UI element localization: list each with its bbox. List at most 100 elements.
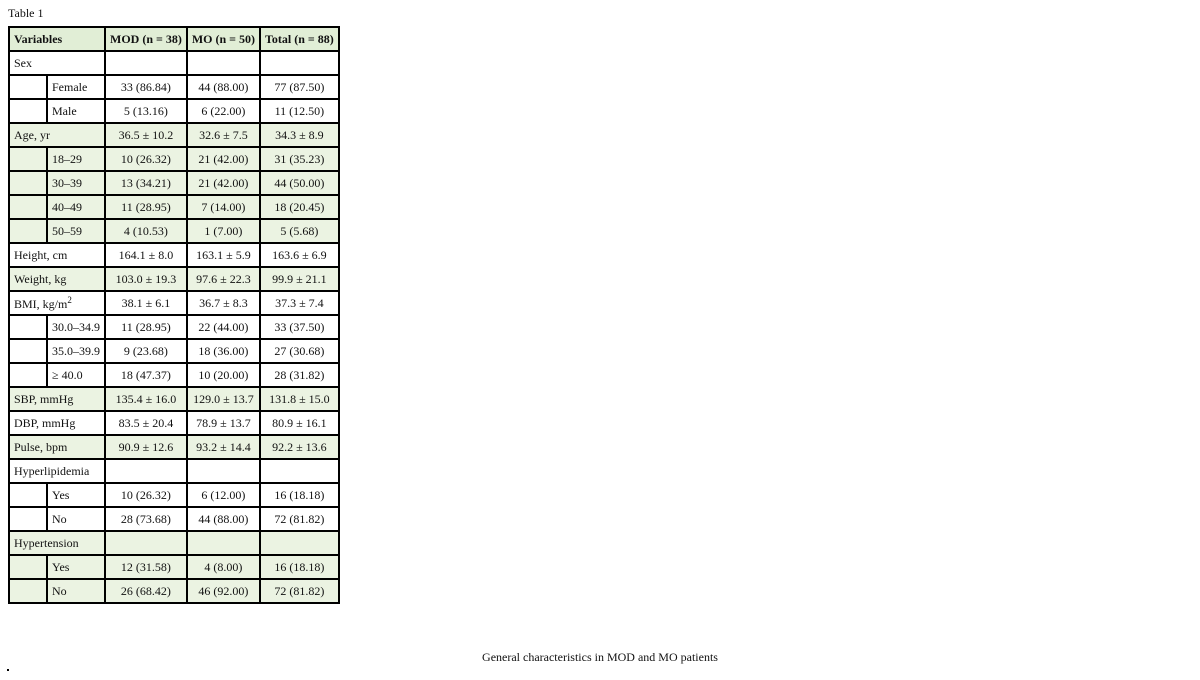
indent-cell [8, 218, 48, 244]
cell-mod: 26 (68.42) [104, 578, 188, 604]
table-row: Hyperlipidemia [8, 458, 340, 484]
cell-total: 33 (37.50) [259, 314, 340, 340]
cell-mod [104, 50, 188, 76]
row-label-text: BMI, kg/m [14, 296, 68, 311]
indent-cell [8, 362, 48, 388]
table-row: Yes 12 (31.58) 4 (8.00) 16 (18.18) [8, 554, 340, 580]
row-label-text: SBP, mmHg [14, 391, 74, 406]
row-label-text: Female [52, 79, 88, 94]
header-variables: Variables [8, 26, 106, 52]
table-row: SBP, mmHg 135.4 ± 16.0 129.0 ± 13.7 131.8 ±… [8, 386, 340, 412]
cell-mod [104, 530, 188, 556]
row-label: 35.0–39.9 [46, 338, 106, 364]
cell-mod: 33 (86.84) [104, 74, 188, 100]
table-row: 50–59 4 (10.53) 1 (7.00) 5 (5.68) [8, 218, 340, 244]
table-row: Yes 10 (26.32) 6 (12.00) 16 (18.18) [8, 482, 340, 508]
indent-cell [8, 482, 48, 508]
cell-total: 72 (81.82) [259, 578, 340, 604]
cell-mod: 5 (13.16) [104, 98, 188, 124]
cell-total: 163.6 ± 6.9 [259, 242, 340, 268]
table-body: Sex Female 33 (86.84) 44 (88.00) 77 (87.50) M… [8, 50, 340, 604]
cell-mod: 10 (26.32) [104, 482, 188, 508]
table-row: ≥ 40.0 18 (47.37) 10 (20.00) 28 (31.82) [8, 362, 340, 388]
row-label: No [46, 506, 106, 532]
row-label: 30–39 [46, 170, 106, 196]
indent-cell [8, 554, 48, 580]
row-label: No [46, 578, 106, 604]
table-row: Female 33 (86.84) 44 (88.00) 77 (87.50) [8, 74, 340, 100]
row-label-text: No [52, 583, 67, 598]
table-row: Age, yr 36.5 ± 10.2 32.6 ± 7.5 34.3 ± 8.9 [8, 122, 340, 148]
characteristics-table: Variables MOD (n = 38) MO (n = 50) Total… [8, 26, 340, 604]
row-label-text: Male [52, 103, 77, 118]
cell-mo: 22 (44.00) [185, 314, 262, 340]
row-label-text: 30–39 [52, 175, 82, 190]
cell-mod: 38.1 ± 6.1 [104, 290, 188, 316]
cell-total: 18 (20.45) [259, 194, 340, 220]
indent-cell [8, 194, 48, 220]
cell-mo: 163.1 ± 5.9 [185, 242, 262, 268]
header-mod: MOD (n = 38) [104, 26, 188, 52]
table-row: 35.0–39.9 9 (23.68) 18 (36.00) 27 (30.68) [8, 338, 340, 364]
cell-mod: 10 (26.32) [104, 146, 188, 172]
cell-mo: 1 (7.00) [185, 218, 262, 244]
row-label: Height, cm [8, 242, 106, 268]
cell-mo: 44 (88.00) [185, 506, 262, 532]
row-label-text: 40–49 [52, 199, 82, 214]
indent-cell [8, 146, 48, 172]
cell-mod: 11 (28.95) [104, 194, 188, 220]
indent-cell [8, 578, 48, 604]
row-label-text: Sex [14, 55, 32, 70]
row-label-text: Hypertension [14, 535, 79, 550]
table-row: DBP, mmHg 83.5 ± 20.4 78.9 ± 13.7 80.9 ± 16… [8, 410, 340, 436]
row-label: Male [46, 98, 106, 124]
cell-mod: 28 (73.68) [104, 506, 188, 532]
row-label: 30.0–34.9 [46, 314, 106, 340]
header-mo: MO (n = 50) [185, 26, 262, 52]
cell-mod: 36.5 ± 10.2 [104, 122, 188, 148]
cell-total: 99.9 ± 21.1 [259, 266, 340, 292]
table-row: 40–49 11 (28.95) 7 (14.00) 18 (20.45) [8, 194, 340, 220]
table-row: Hypertension [8, 530, 340, 556]
cell-mod: 90.9 ± 12.6 [104, 434, 188, 460]
cell-mod [104, 458, 188, 484]
indent-cell [8, 506, 48, 532]
cell-total: 77 (87.50) [259, 74, 340, 100]
row-label-text: ≥ 40.0 [52, 367, 83, 382]
cell-mo: 97.6 ± 22.3 [185, 266, 262, 292]
row-label: Age, yr [8, 122, 106, 148]
row-label: Yes [46, 482, 106, 508]
table-row: Pulse, bpm 90.9 ± 12.6 93.2 ± 14.4 92.2 ± 1… [8, 434, 340, 460]
row-label: SBP, mmHg [8, 386, 106, 412]
table-row: Sex [8, 50, 340, 76]
table-title: Table 1 [8, 6, 44, 20]
cell-mo [185, 458, 262, 484]
cell-mo: 6 (22.00) [185, 98, 262, 124]
cell-mo: 32.6 ± 7.5 [185, 122, 262, 148]
header-row: Variables MOD (n = 38) MO (n = 50) Total… [8, 26, 340, 52]
table-row: 18–29 10 (26.32) 21 (42.00) 31 (35.23) [8, 146, 340, 172]
cell-mod: 13 (34.21) [104, 170, 188, 196]
row-label-text: Pulse, bpm [14, 439, 68, 454]
row-label-text: Age, yr [14, 127, 50, 142]
row-label-text: Height, cm [14, 247, 68, 262]
stray-dot [7, 669, 9, 671]
cell-total: 44 (50.00) [259, 170, 340, 196]
row-label-text: DBP, mmHg [14, 415, 76, 430]
row-label: ≥ 40.0 [46, 362, 106, 388]
cell-mo: 93.2 ± 14.4 [185, 434, 262, 460]
cell-mod: 83.5 ± 20.4 [104, 410, 188, 436]
cell-total: 5 (5.68) [259, 218, 340, 244]
cell-total: 16 (18.18) [259, 554, 340, 580]
cell-total: 16 (18.18) [259, 482, 340, 508]
row-label-text: Yes [52, 487, 70, 502]
cell-mod: 164.1 ± 8.0 [104, 242, 188, 268]
cell-mod: 103.0 ± 19.3 [104, 266, 188, 292]
indent-cell [8, 338, 48, 364]
indent-cell [8, 74, 48, 100]
row-label: BMI, kg/m2 [8, 290, 106, 316]
table-row: 30.0–34.9 11 (28.95) 22 (44.00) 33 (37.50) [8, 314, 340, 340]
cell-mo: 129.0 ± 13.7 [185, 386, 262, 412]
row-label-text: No [52, 511, 67, 526]
header-total: Total (n = 88) [259, 26, 340, 52]
